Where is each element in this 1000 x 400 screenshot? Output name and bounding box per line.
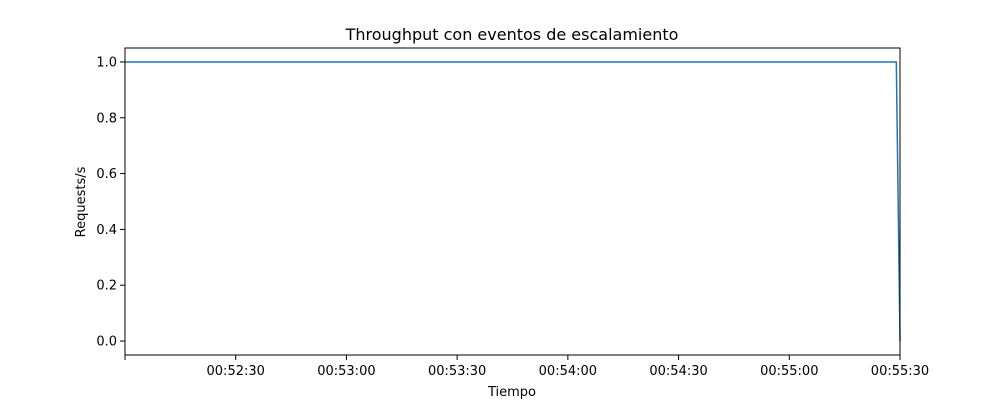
x-tick-label: 00:54:00: [539, 364, 597, 379]
chart-title: Throughput con eventos de escalamiento: [345, 25, 679, 44]
y-tick-label: 0.8: [96, 111, 117, 126]
x-axis-label: Tiempo: [487, 385, 536, 400]
plot-area: [125, 61, 901, 342]
x-tick-label: 00:54:30: [649, 364, 707, 379]
x-tick-label: 00:53:00: [317, 364, 375, 379]
y-tick-label: 1.0: [96, 55, 117, 70]
x-tick-label: 00:52:30: [207, 364, 265, 379]
series-line-0: [125, 61, 901, 342]
y-axis-label: Requests/s: [74, 166, 89, 237]
plot-frame: [124, 47, 901, 356]
y-tick-label: 0.2: [96, 279, 117, 294]
x-tick-label: 00:55:00: [760, 364, 818, 379]
y-tick-label: 0.0: [96, 335, 117, 350]
y-axis-ticks: 0.0 0.2 0.4 0.6 0.8 1.0: [96, 55, 125, 350]
x-tick-label: 00:55:30: [871, 364, 929, 379]
x-axis-ticks: 00:52:30 00:53:00 00:53:30 00:54:00 00:54:30…: [124, 355, 929, 379]
y-tick-label: 0.6: [96, 167, 117, 182]
x-tick-label: 00:53:30: [428, 364, 486, 379]
y-tick-label: 0.4: [96, 223, 117, 238]
